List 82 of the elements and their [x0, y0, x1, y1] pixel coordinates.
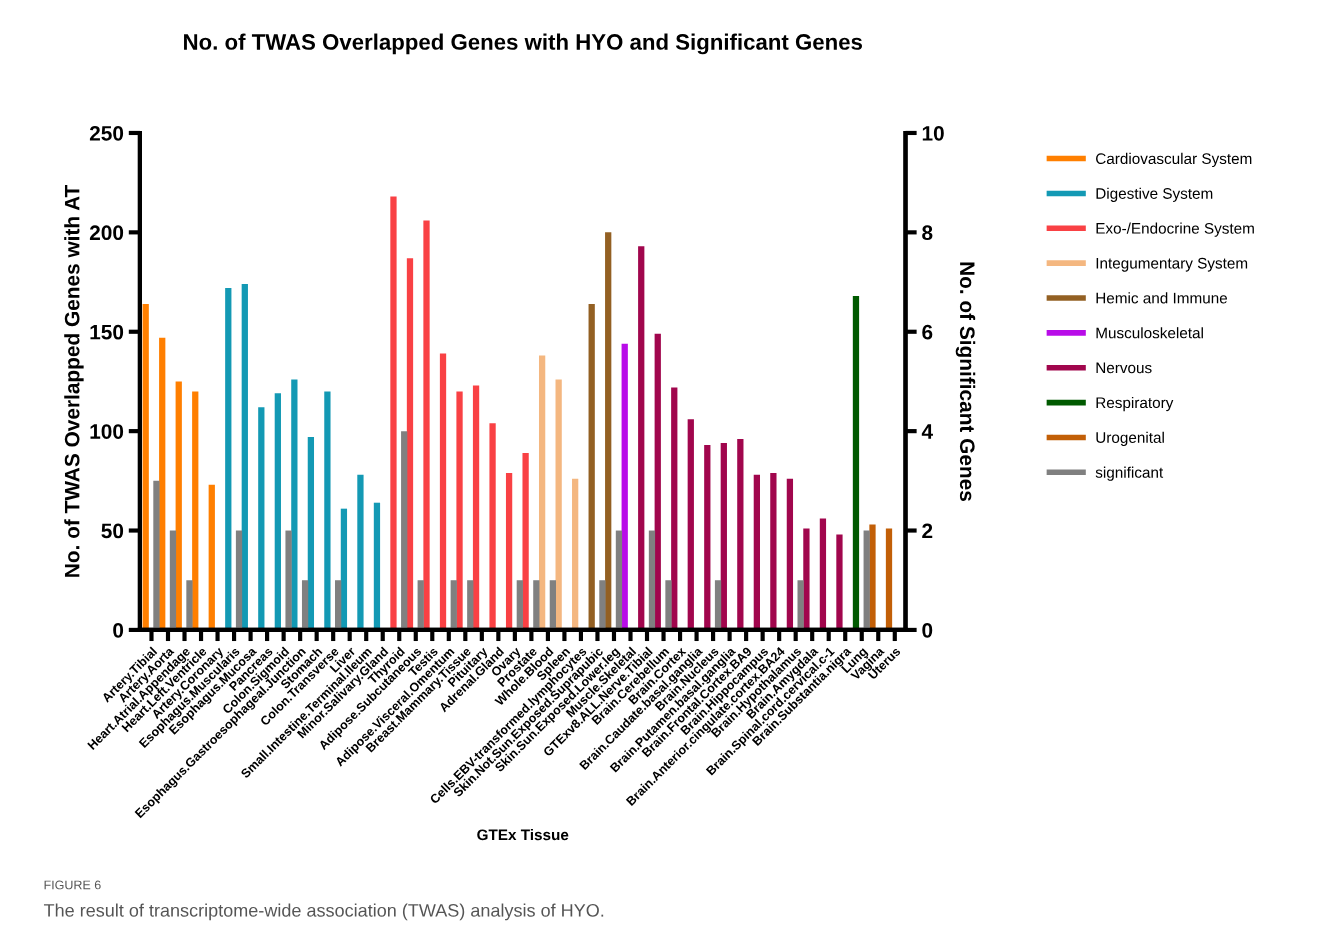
- legend-label: Musculoskeletal: [1096, 327, 1203, 339]
- y2-tick-label: 2: [922, 523, 933, 539]
- bar: [390, 196, 397, 630]
- bar: [654, 333, 661, 630]
- y-tick-label: 100: [90, 424, 124, 439]
- bar: [572, 478, 579, 630]
- y-tick-label: 50: [101, 523, 124, 539]
- y-tick-label: 200: [89, 225, 124, 241]
- bar: [852, 295, 860, 630]
- bar: [671, 387, 678, 630]
- bar: [665, 580, 672, 630]
- bar: [235, 530, 243, 630]
- bar: [638, 246, 645, 630]
- bar: [753, 474, 760, 630]
- bar: [555, 379, 562, 630]
- legend-label: Hemic and Immune: [1096, 292, 1228, 304]
- y2-tick-label: 0: [922, 622, 933, 638]
- bar: [505, 472, 513, 630]
- legend-label: Nervous: [1096, 362, 1152, 374]
- bar: [720, 443, 727, 630]
- bar: [274, 393, 281, 630]
- bar: [439, 353, 447, 630]
- bar: [373, 502, 381, 630]
- legend-label: Respiratory: [1096, 396, 1174, 412]
- bar: [714, 580, 722, 630]
- bar: [340, 508, 348, 630]
- bar: [533, 580, 540, 630]
- bar: [786, 478, 794, 630]
- bar: [599, 580, 606, 630]
- bar: [324, 391, 331, 630]
- bar: [307, 437, 315, 630]
- bar: [819, 518, 827, 630]
- bar: [605, 232, 612, 630]
- y2-tick-label: 4: [921, 424, 933, 439]
- legend-label: Integumentary System: [1096, 257, 1248, 272]
- bar: [885, 528, 893, 630]
- bar: [538, 355, 546, 630]
- bar: [549, 580, 556, 630]
- bar: [357, 474, 364, 630]
- y2-tick-label: 6: [922, 324, 933, 340]
- y-tick-label: 250: [89, 125, 124, 141]
- y-tick-label: 0: [113, 622, 124, 638]
- bar: [770, 472, 777, 630]
- bar: [456, 391, 463, 630]
- bar: [489, 423, 496, 630]
- bar: [186, 580, 193, 630]
- legend-label: Urogenital: [1096, 431, 1164, 446]
- bar: [417, 580, 424, 630]
- bar: [258, 407, 265, 630]
- caption: FIGURE 6: [44, 880, 101, 890]
- bar: [522, 453, 529, 630]
- y-axis-title: No. of TWAS Overlapped Genes with AT: [64, 184, 84, 577]
- bar: [588, 303, 595, 630]
- bar: [225, 288, 232, 630]
- legend-label: Cardiovascular System: [1096, 152, 1252, 168]
- bar: [467, 580, 474, 630]
- bar: [687, 419, 694, 630]
- bar: [241, 284, 248, 630]
- bar: [301, 580, 309, 630]
- text: The result of transcriptome-wide association (TWAS) analysis of HYO.: [43, 903, 604, 921]
- bar: [737, 439, 744, 630]
- legend-label: significant: [1095, 466, 1164, 481]
- bar: [621, 343, 628, 630]
- legend-label: Digestive System: [1096, 187, 1213, 202]
- bar: [516, 580, 523, 630]
- bar: [208, 484, 215, 630]
- bar: [836, 534, 843, 630]
- bar: [175, 381, 182, 630]
- y2-tick-label: 8: [922, 225, 933, 241]
- bar: [704, 445, 711, 630]
- bar: [803, 528, 810, 630]
- bar: [192, 391, 199, 630]
- y2-axis-title: No. of Significant Genes: [955, 262, 976, 501]
- y-tick-label: 150: [90, 324, 124, 340]
- legend-label: Exo-/Endocrine System: [1096, 222, 1254, 237]
- y2-tick-label: 10: [922, 125, 944, 141]
- x-axis-title: GTEx Tissue: [477, 828, 569, 841]
- bar: [423, 220, 430, 630]
- chart-title: No. of TWAS Overlapped Genes with HYO and Significant Genes: [184, 33, 863, 55]
- bar: [142, 303, 149, 630]
- bar: [450, 580, 457, 630]
- bar: [472, 385, 480, 630]
